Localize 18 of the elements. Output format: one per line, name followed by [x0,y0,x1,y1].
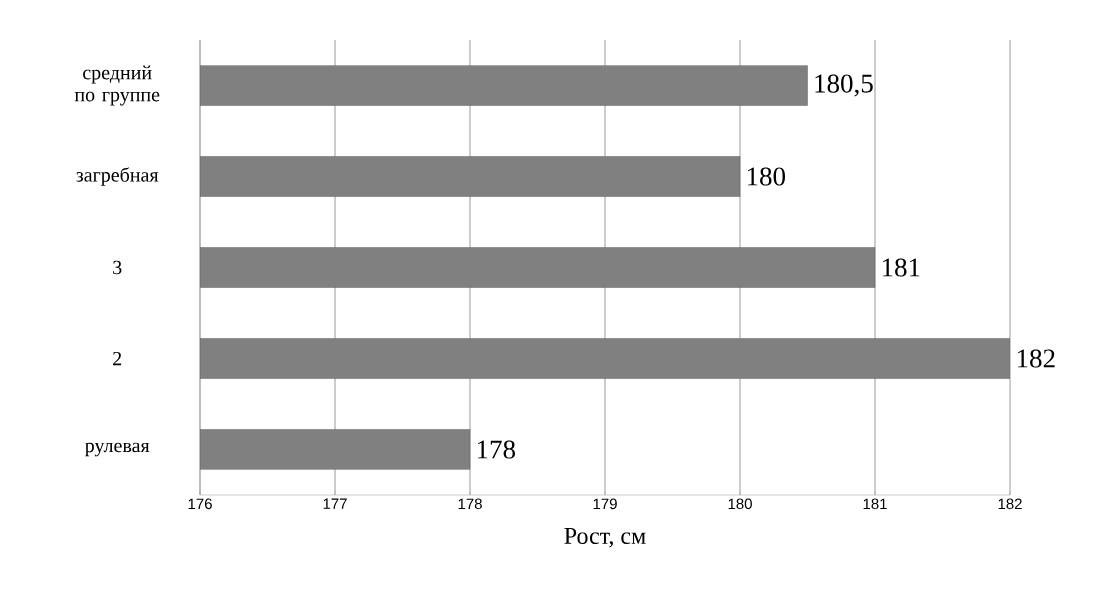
data-label: 180 [747,167,785,186]
y-tick-label: загребная [76,167,159,186]
data-label: 180,5 [815,74,873,97]
x-tick-label: 177 [323,498,347,509]
y-tick-label: 3 [113,260,122,275]
data-label: 182 [1017,349,1055,368]
x-tick-label: 180 [728,498,752,510]
x-tick-label: 182 [998,498,1022,510]
y-tick-label: 2 [113,351,122,366]
data-label: 181 [882,258,920,277]
y-tick-label: средний по группе [74,65,160,106]
x-tick-label: 176 [188,498,212,510]
x-axis-title: Рост, см [564,528,646,548]
x-tick-label: 179 [593,498,617,510]
y-tick-label: рулевая [85,442,150,457]
data-label: 178 [477,440,515,459]
x-tick-label: 181 [863,498,887,510]
x-tick-label: 178 [458,498,482,510]
